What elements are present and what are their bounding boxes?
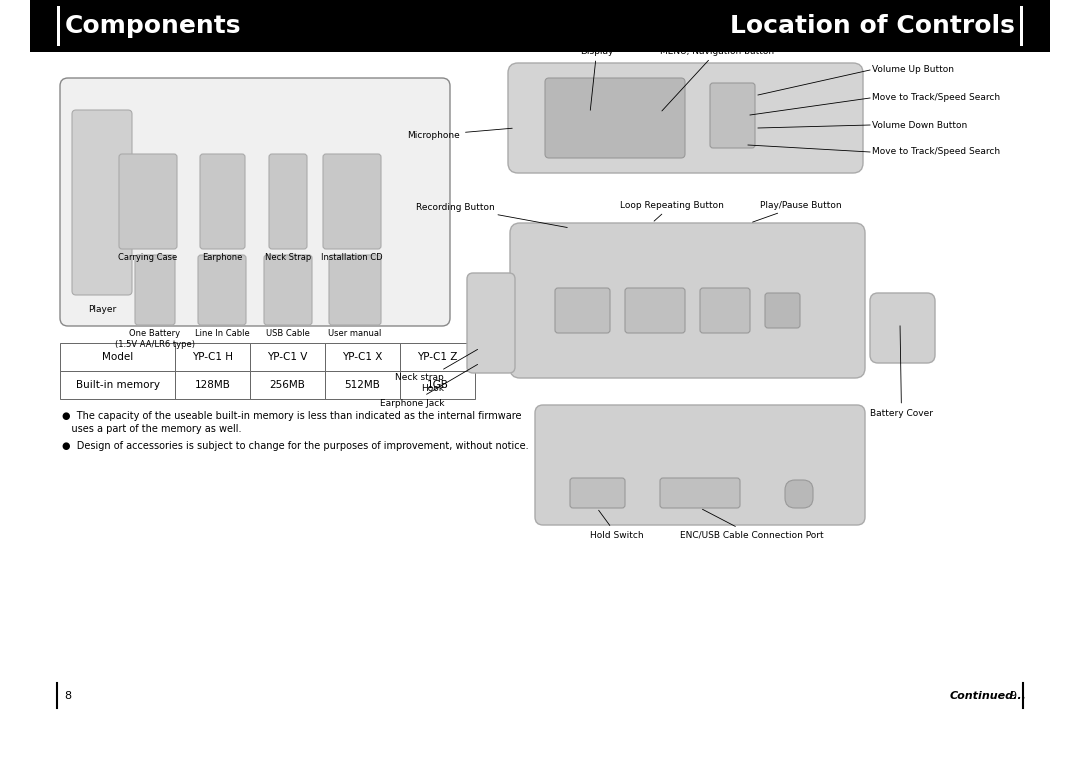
Text: YP-C1 V: YP-C1 V	[268, 352, 308, 362]
Text: ●  Design of accessories is subject to change for the purposes of improvement, w: ● Design of accessories is subject to ch…	[62, 441, 528, 451]
FancyBboxPatch shape	[510, 223, 865, 378]
FancyBboxPatch shape	[555, 288, 610, 333]
Text: 8: 8	[64, 691, 71, 701]
Text: Hold Switch: Hold Switch	[590, 510, 644, 539]
FancyBboxPatch shape	[329, 255, 381, 325]
Text: 9: 9	[1009, 691, 1016, 701]
Text: 512MB: 512MB	[345, 380, 380, 390]
Text: Built-in memory: Built-in memory	[76, 380, 160, 390]
Bar	[1020, 6, 1023, 46]
Text: Battery Cover: Battery Cover	[870, 326, 933, 417]
Text: Earphone Jack: Earphone Jack	[379, 365, 477, 407]
FancyBboxPatch shape	[545, 78, 685, 158]
Text: Player: Player	[87, 305, 117, 314]
FancyBboxPatch shape	[508, 63, 863, 173]
Text: 128MB: 128MB	[194, 380, 230, 390]
Bar	[400, 343, 475, 371]
Text: Earphone: Earphone	[202, 253, 242, 262]
Bar	[325, 371, 400, 399]
FancyBboxPatch shape	[625, 288, 685, 333]
Text: Installation CD: Installation CD	[321, 253, 382, 262]
Bar	[30, 0, 1050, 52]
FancyBboxPatch shape	[119, 154, 177, 249]
Text: Model: Model	[102, 352, 133, 362]
Text: MENU, Navigation button: MENU, Navigation button	[660, 47, 774, 111]
Text: One Battery
(1.5V AA/LR6 type): One Battery (1.5V AA/LR6 type)	[114, 329, 195, 349]
Text: Location of Controls: Location of Controls	[730, 14, 1015, 38]
Bar	[175, 371, 249, 399]
FancyBboxPatch shape	[72, 110, 132, 295]
FancyBboxPatch shape	[467, 273, 515, 373]
FancyBboxPatch shape	[765, 293, 800, 328]
Text: Move to Track/Speed Search: Move to Track/Speed Search	[872, 147, 1000, 156]
Text: Move to Track/Speed Search: Move to Track/Speed Search	[872, 94, 1000, 102]
Bar	[249, 371, 325, 399]
Text: Play/Pause Button: Play/Pause Button	[753, 201, 841, 222]
Text: Volume Down Button: Volume Down Button	[872, 121, 968, 130]
Text: Neck strap
Hook: Neck strap Hook	[395, 349, 477, 393]
Text: Microphone: Microphone	[407, 128, 512, 140]
FancyBboxPatch shape	[660, 478, 740, 508]
Bar	[60, 371, 175, 399]
FancyBboxPatch shape	[700, 288, 750, 333]
Text: YP-C1 Z: YP-C1 Z	[417, 352, 458, 362]
FancyBboxPatch shape	[785, 480, 813, 508]
Text: User manual: User manual	[328, 329, 381, 338]
Text: Line In Cable: Line In Cable	[194, 329, 249, 338]
FancyBboxPatch shape	[269, 154, 307, 249]
FancyBboxPatch shape	[570, 478, 625, 508]
Text: YP-C1 H: YP-C1 H	[192, 352, 233, 362]
FancyBboxPatch shape	[264, 255, 312, 325]
Text: YP-C1 X: YP-C1 X	[342, 352, 382, 362]
FancyBboxPatch shape	[198, 255, 246, 325]
Bar	[57, 6, 60, 46]
FancyBboxPatch shape	[710, 83, 755, 148]
Bar	[60, 343, 175, 371]
Text: Components: Components	[65, 14, 242, 38]
Bar	[400, 371, 475, 399]
Text: Carrying Case: Carrying Case	[119, 253, 177, 262]
Text: ●  The capacity of the useable built-in memory is less than indicated as the int: ● The capacity of the useable built-in m…	[62, 411, 522, 434]
Text: Continued...: Continued...	[950, 691, 1027, 701]
FancyBboxPatch shape	[870, 293, 935, 363]
Text: ENC/USB Cable Connection Port: ENC/USB Cable Connection Port	[680, 509, 824, 539]
Text: Volume Up Button: Volume Up Button	[872, 66, 954, 75]
FancyBboxPatch shape	[60, 78, 450, 326]
FancyBboxPatch shape	[323, 154, 381, 249]
Bar	[249, 343, 325, 371]
FancyBboxPatch shape	[135, 255, 175, 325]
Text: USB Cable: USB Cable	[266, 329, 310, 338]
FancyBboxPatch shape	[200, 154, 245, 249]
Text: Neck Strap: Neck Strap	[265, 253, 311, 262]
Text: Display: Display	[580, 47, 613, 110]
Text: 1GB: 1GB	[427, 380, 448, 390]
Bar	[175, 343, 249, 371]
Text: 256MB: 256MB	[270, 380, 306, 390]
Text: Recording Button: Recording Button	[416, 202, 567, 227]
Bar	[325, 343, 400, 371]
Text: Loop Repeating Button: Loop Repeating Button	[620, 201, 724, 221]
FancyBboxPatch shape	[535, 405, 865, 525]
